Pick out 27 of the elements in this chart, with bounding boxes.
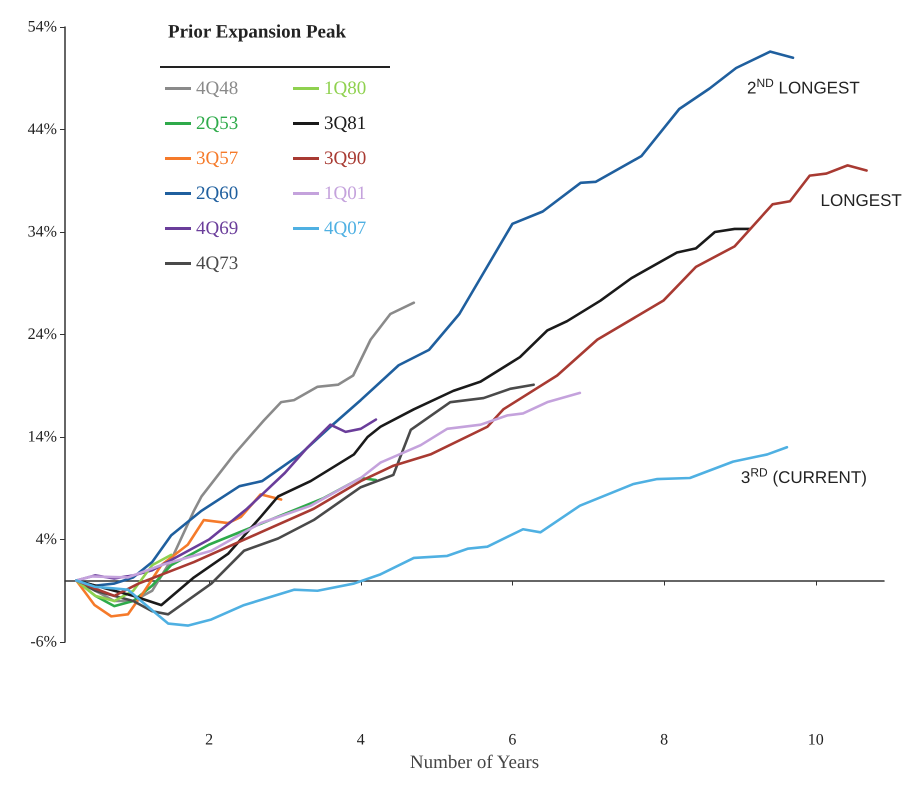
y-tick-label: 34% [28,224,57,240]
y-tick-label: 24% [28,326,57,343]
legend-label: 1Q01 [324,183,366,204]
legend-label: 2Q60 [196,183,238,204]
x-tick-label: 4 [356,732,365,749]
x-tick-label: 6 [508,732,516,749]
legend-label: 3Q57 [196,148,238,169]
line-series [75,392,582,582]
y-tick-label: 4% [36,531,57,548]
legend-label: 4Q48 [196,78,238,99]
legend-title: Prior Expansion Peak [168,22,346,42]
x-tick-label: 8 [660,732,668,749]
y-tick-label: 14% [28,428,57,446]
legend-label: 3Q81 [324,113,366,134]
legend-label: 4Q73 [196,253,238,274]
legend-label: 4Q07 [324,218,366,239]
x-axis-title: Number of Years [410,752,540,773]
y-tick-label: -6% [30,634,57,650]
x-tick-label: 10 [808,732,824,749]
legend-label: 3Q90 [324,148,366,169]
y-tick-label: 54% [28,18,57,36]
annotation: LONGEST [820,191,902,210]
y-tick-label: 44% [28,121,57,138]
legend-label: 2Q53 [196,113,238,134]
x-tick-label: 2 [205,732,214,749]
legend-label: 1Q80 [324,78,366,99]
legend-label: 4Q69 [196,218,238,239]
